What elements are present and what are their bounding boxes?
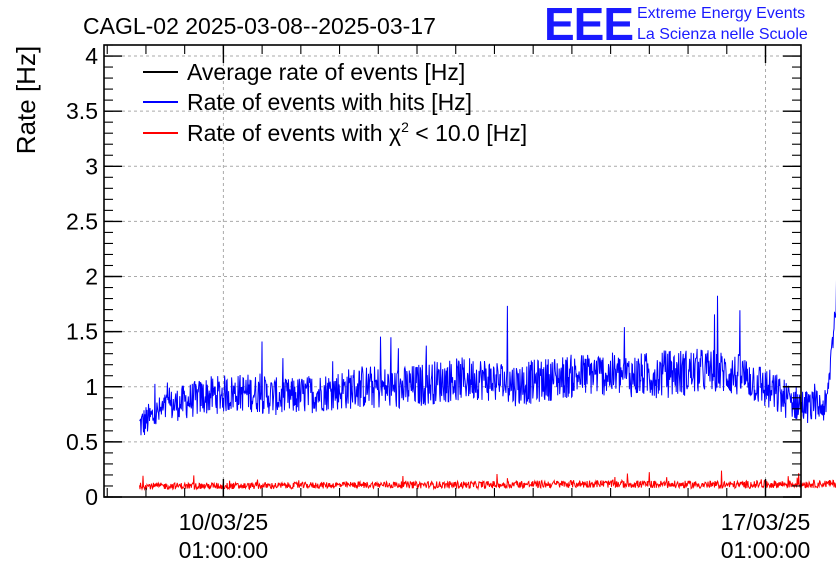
eee-logo: EEE Extreme Energy Events La Scienza nel… — [544, 0, 808, 50]
y-tick-label: 0.5 — [66, 429, 98, 455]
series-line-2 — [139, 470, 836, 492]
grid-lines — [104, 45, 801, 497]
legend: Average rate of events [Hz] Rate of even… — [143, 59, 527, 146]
series-line-1 — [139, 279, 836, 436]
legend-label-average: Average rate of events [Hz] — [187, 59, 465, 85]
y-tick-label: 1.5 — [66, 319, 98, 345]
x-tick-label-time: 01:00:00 — [179, 537, 269, 563]
x-tick-label-date: 10/03/25 — [179, 509, 269, 535]
x-tick-label-date: 17/03/25 — [721, 509, 811, 535]
x-tick-label-time: 01:00:00 — [721, 537, 811, 563]
y-tick-label: 2 — [85, 264, 98, 290]
plot-frame — [103, 44, 802, 498]
y-tick-label: 1 — [85, 374, 98, 400]
chart-title: CAGL-02 2025-03-08--2025-03-17 — [83, 13, 436, 39]
series-lines — [139, 279, 836, 492]
logo-letters: EEE — [544, 0, 633, 50]
y-axis-label: Rate [Hz] — [11, 46, 41, 154]
logo-line-2: La Scienza nelle Scuole — [637, 26, 808, 43]
y-tick-label: 3 — [85, 153, 98, 179]
y-tick-label: 3.5 — [66, 98, 98, 124]
y-tick-label: 4 — [85, 43, 98, 69]
legend-label-chi2: Rate of events with χ2 < 10.0 [Hz] — [187, 119, 527, 146]
legend-label-hits: Rate of events with hits [Hz] — [187, 89, 472, 115]
y-tick-label: 0 — [85, 484, 98, 510]
axis-ticks — [104, 44, 801, 498]
logo-line-1: Extreme Energy Events — [637, 5, 805, 22]
y-tick-labels: 0 0.5 1 1.5 2 2.5 3 3.5 4 — [66, 43, 98, 510]
y-tick-label: 2.5 — [66, 208, 98, 234]
